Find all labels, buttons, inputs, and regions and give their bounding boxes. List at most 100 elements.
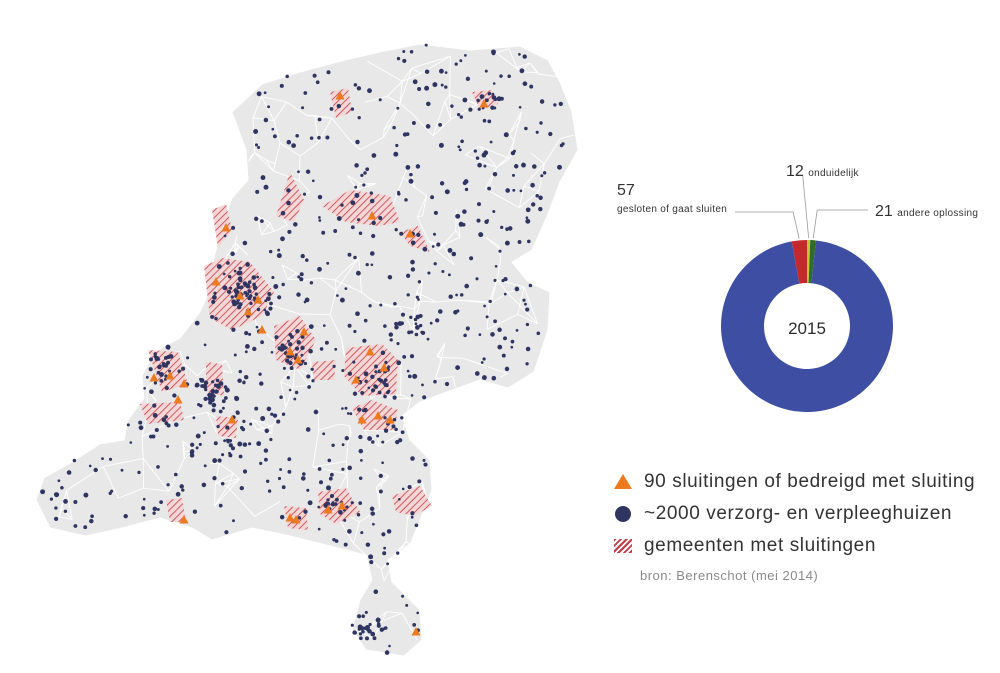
care-home-dot [194,320,200,326]
care-home-dot [239,485,244,491]
care-home-dot [258,372,262,376]
care-home-dot [504,240,510,246]
care-home-dot [286,376,290,380]
municipality-border [510,140,515,159]
municipality-with-closures [140,402,184,424]
care-home-dot [213,441,218,446]
care-home-dot [249,301,253,306]
care-home-dot [381,440,385,444]
care-home-dot [367,88,372,94]
care-home-dot [525,218,531,224]
care-home-dot [290,334,294,339]
municipality-border [458,299,491,304]
care-home-dot [447,247,453,253]
annotation-other-label: andere oplossing [897,208,979,219]
municipality-border [219,463,234,474]
triangle-icon [612,471,634,493]
care-home-dot [333,229,338,233]
care-home-dot [524,126,528,131]
care-home-dot [414,322,418,326]
municipality-border [368,612,403,627]
care-home-dot [154,427,159,433]
care-home-dot [485,315,489,319]
care-home-dot [358,632,363,636]
care-home-dot [409,50,414,54]
care-home-dot [336,103,342,109]
closure-triangle [323,505,333,514]
care-home-dot [389,338,393,342]
care-home-dot [561,142,565,146]
municipality-border [261,96,275,121]
care-home-dot [383,546,387,550]
care-home-dot [152,506,158,512]
care-home-dot [460,139,464,144]
care-home-dot [159,500,163,504]
care-home-dot [309,136,314,140]
closure-triangle [337,501,347,510]
care-home-dot [247,280,252,284]
care-home-dot [192,509,198,514]
municipality-border [449,94,452,120]
care-home-dot [433,210,438,215]
municipality-border [487,189,520,209]
municipality-border [529,62,538,73]
care-home-dot [272,413,278,418]
care-home-dot [245,344,250,349]
care-home-dot [331,501,335,504]
annotation-other: 21 andere oplossing [875,203,978,221]
municipality-border [518,185,525,208]
municipality-border [416,216,430,242]
closure-triangle [179,379,189,388]
care-home-dot [341,467,345,471]
care-home-dot [156,370,161,375]
care-home-dot [213,383,218,388]
care-home-dot [280,343,285,348]
care-home-dot [525,307,530,312]
care-home-dot [394,325,399,330]
care-home-dot [266,406,272,412]
care-home-dot [369,560,374,565]
care-home-dot [405,603,409,607]
care-home-dot [245,262,250,267]
municipality-border [428,240,442,249]
municipality-border [227,486,256,517]
care-home-dot [211,402,217,408]
care-home-dot [409,172,413,177]
closure-triangle [243,307,253,316]
municipality-with-closures [400,226,430,252]
care-home-dot [372,636,377,641]
care-home-dot [318,219,322,222]
care-home-dot [341,443,345,447]
care-home-dot [504,366,510,372]
care-home-dot [483,304,486,308]
care-home-dot [164,374,168,378]
care-home-dot [190,442,195,447]
care-home-dot [421,330,426,335]
care-home-dot [137,470,141,475]
municipality-border [281,264,297,274]
care-home-dot [212,458,218,464]
care-home-dot [63,499,68,504]
care-home-dot [503,292,507,296]
municipality-border [234,242,249,256]
care-home-dot [488,299,492,304]
municipality-border [442,236,461,246]
municipality-border [386,81,403,97]
care-home-dot [486,219,490,222]
care-home-dot [165,344,171,350]
care-home-dot [215,378,220,383]
care-home-dot [175,491,181,497]
care-home-dot [381,461,384,465]
closure-triangle [367,211,377,220]
care-home-dot [329,493,335,499]
care-home-dot [360,531,364,535]
care-home-dot [367,436,373,442]
care-home-dot [468,107,473,112]
care-home-dot [347,465,352,471]
care-home-dot [363,171,367,175]
care-home-dot [386,529,392,534]
municipality-border [383,123,392,138]
care-home-dot [376,434,380,438]
care-home-dot [228,451,231,455]
care-home-dot [377,390,382,395]
